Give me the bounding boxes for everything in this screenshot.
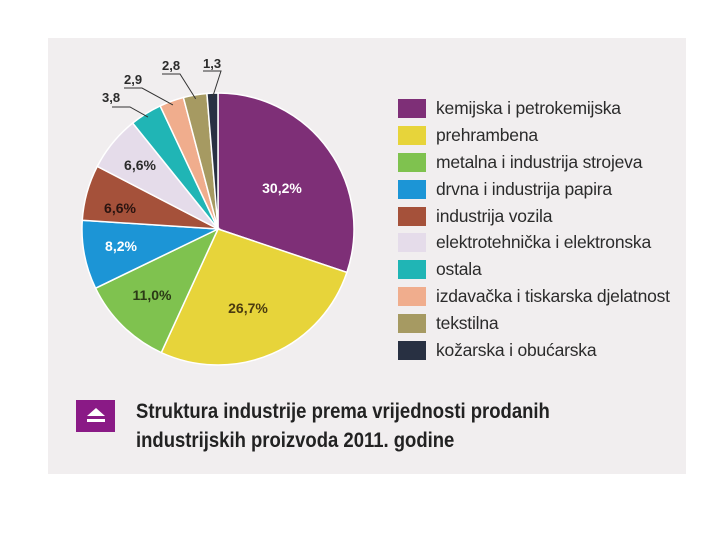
legend-swatch (398, 206, 426, 226)
legend-swatch (398, 125, 426, 145)
legend-item: prehrambena (398, 122, 670, 149)
pie-slice (160, 228, 348, 366)
legend-swatch (398, 179, 426, 199)
legend-item: elektrotehnička i elektronska (398, 229, 670, 256)
legend-swatch (398, 287, 426, 307)
chart-caption: Struktura industrije prema vrijednosti p… (76, 397, 606, 455)
legend-item: izdavačka i tiskarska djelatnost (398, 283, 670, 310)
legend-item: tekstilna (398, 310, 670, 337)
slice-label: 3,8 (102, 90, 120, 105)
legend-swatch (398, 152, 426, 172)
pie-slice (94, 227, 220, 354)
slice-label: 8,2% (105, 238, 137, 254)
legend-label: ostala (436, 259, 482, 280)
pie-slice (217, 92, 355, 274)
legend-label: kožarska i obućarska (436, 339, 597, 360)
legend-item: kožarska i obućarska (398, 337, 670, 364)
pie-slice (206, 92, 219, 230)
slice-label: 30,2% (262, 180, 302, 196)
slice-label: 6,6% (104, 200, 136, 216)
legend-label: industrija vozila (436, 205, 553, 226)
legend-swatch (398, 260, 426, 280)
eject-icon (76, 400, 115, 432)
slice-callout-line (162, 73, 197, 100)
slice-label: 11,0% (133, 287, 172, 303)
legend-label: izdavačka i tiskarska djelatnost (436, 286, 670, 307)
legend-swatch (398, 98, 426, 118)
legend-item: metalna i industrija strojeva (398, 149, 670, 176)
slice-label: 2,9 (124, 72, 142, 87)
chart-title: Struktura industrije prema vrijednosti p… (136, 397, 550, 455)
legend-label: prehrambena (436, 124, 538, 145)
chart-title-line: Struktura industrije prema vrijednosti p… (136, 400, 550, 423)
legend-item: drvna i industrija papira (398, 176, 670, 203)
legend: kemijska i petrokemijska prehrambena met… (398, 95, 670, 364)
legend-item: kemijska i petrokemijska (398, 95, 670, 122)
slice-callout-line (203, 70, 222, 98)
legend-label: elektrotehnička i elektronska (436, 232, 652, 253)
legend-label: kemijska i petrokemijska (436, 97, 621, 118)
slice-callout-line (124, 87, 174, 106)
slice-label: 26,7% (228, 300, 268, 316)
slice-label: 1,3 (203, 56, 221, 71)
slice-label: 2,8 (162, 58, 180, 73)
legend-item: industrija vozila (398, 203, 670, 230)
legend-swatch (398, 233, 426, 253)
legend-label: tekstilna (436, 313, 499, 334)
legend-swatch (398, 314, 426, 334)
legend-swatch (398, 340, 426, 360)
chart-title-line: industrijskih proizvoda 2011. godine (136, 429, 455, 452)
legend-label: metalna i industrija strojeva (436, 151, 643, 172)
slice-callout-line (112, 106, 149, 118)
legend-label: drvna i industrija papira (436, 178, 612, 199)
legend-item: ostala (398, 256, 670, 283)
slice-label: 6,6% (124, 157, 156, 173)
